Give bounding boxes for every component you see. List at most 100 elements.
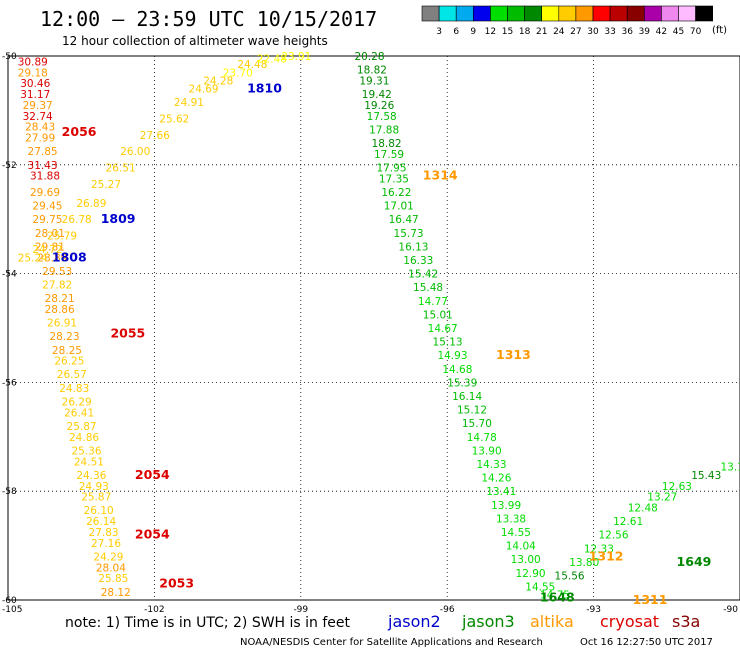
wave-height-point: 30.46 [20, 78, 50, 90]
wave-height-point: 14.78 [467, 432, 497, 444]
wave-height-point: 26.91 [47, 318, 77, 330]
colorbar-label: 12 [485, 27, 496, 37]
wave-height-point: 23.91 [281, 51, 311, 63]
pass-number-label: 1312 [589, 548, 624, 563]
wave-height-point: 25.87 [81, 492, 111, 504]
colorbar-swatch [558, 5, 577, 22]
wave-height-point: 13.27 [647, 492, 677, 504]
wave-height-point: 27.82 [42, 279, 72, 291]
colorbar-swatch [609, 5, 628, 22]
colorbar-swatch [507, 5, 525, 22]
axis-ticks: -105 -102 -99 -96 -93 -90 -50 -52 -54 -56 -58 -60 [2, 52, 738, 615]
wave-height-point: 13.41 [486, 486, 516, 498]
colorbar-swatch [541, 5, 560, 22]
wave-height-point: 24.83 [59, 383, 89, 395]
pass-number-label: 2053 [159, 576, 194, 591]
wave-height-point: 26.51 [106, 163, 136, 175]
wave-height-point: 19.42 [362, 89, 392, 101]
wave-height-point: 29.45 [32, 201, 62, 213]
colorbar-swatch [421, 5, 440, 22]
wave-height-point: 13.99 [491, 500, 521, 512]
wave-height-point: 15.56 [555, 571, 585, 583]
wave-height-point: 29.81 [35, 241, 65, 253]
colorbar-label: 30 [587, 27, 599, 37]
wave-height-point: 29.18 [18, 67, 48, 79]
pass-number-label: 2056 [62, 124, 97, 139]
wave-height-point: 28.89 [37, 252, 67, 264]
wave-height-point: 14.04 [506, 541, 536, 553]
wave-height-point: 27.16 [91, 538, 121, 550]
plot-frame [7, 55, 740, 601]
wave-height-point: 12.63 [662, 481, 692, 493]
wave-height-point: 15.70 [462, 418, 492, 430]
wave-height-point: 25.36 [71, 445, 101, 457]
y-tick-label: -50 [2, 52, 17, 62]
wave-height-point: 31.43 [28, 160, 58, 172]
colorbar-label: 3 [436, 27, 442, 37]
wave-height-point: 24.28 [203, 75, 233, 87]
colorbar-swatch [438, 5, 457, 22]
colorbar-label: 33 [604, 27, 615, 37]
colorbar-label: 70 [690, 27, 702, 37]
wave-height-point: 26.25 [54, 356, 84, 368]
wave-height-point: 14.55 [501, 527, 531, 539]
colorbar: 3 6 9 12 15 18 21 24 27 30 33 36 39 42 45 70 [421, 5, 713, 37]
wave-height-point: 14.93 [437, 350, 467, 362]
colorbar-label: 21 [536, 27, 547, 37]
wave-height-point: 16.33 [403, 255, 433, 267]
wave-height-point: 26.10 [84, 505, 114, 517]
wave-height-point: 16.47 [389, 214, 419, 226]
wave-height-point: 30.89 [18, 56, 48, 68]
chart-title: 12:00 — 23:59 UTC 10/15/2017 [40, 7, 377, 31]
wave-height-point: 29.37 [23, 100, 53, 112]
chart-subtitle: 12 hour collection of altimeter wave hei… [62, 34, 328, 48]
wave-height-point: 25.27 [91, 179, 121, 191]
wave-height-point: 14.33 [476, 459, 506, 471]
y-tick-label: -60 [2, 596, 17, 606]
colorbar-swatch [695, 5, 713, 22]
wave-height-point: 24.86 [69, 432, 99, 444]
wave-height-point: 18.82 [372, 138, 402, 150]
wave-height-point: 14.75 [540, 590, 570, 602]
colorbar-label: 15 [502, 27, 513, 37]
wave-height-point: 24.93 [79, 481, 109, 493]
pass-number-label: 2054 [135, 527, 170, 542]
wave-height-point: 25.87 [67, 421, 97, 433]
colorbar-label: 45 [673, 27, 684, 37]
x-tick-label: -93 [586, 605, 601, 615]
wave-height-point: 15.73 [394, 228, 424, 240]
wave-height-point: 28.86 [45, 304, 75, 316]
wave-height-point: 16.22 [381, 187, 411, 199]
colorbar-swatch [661, 5, 679, 22]
colorbar-swatch [490, 5, 508, 22]
wave-height-point: 17.35 [379, 173, 409, 185]
colorbar-label: 42 [656, 27, 667, 37]
wave-height-point: 29.69 [30, 187, 60, 199]
wave-height-point: 27.83 [89, 527, 119, 539]
pass-number-label: 1648 [540, 589, 575, 604]
colorbar-label: 6 [453, 27, 459, 37]
wave-height-point: 15.12 [457, 405, 487, 417]
x-tick-label: -90 [723, 605, 738, 615]
pass-number-label: 2055 [110, 325, 145, 340]
legend-s3a: s3a [672, 612, 700, 631]
wave-height-point: 19.26 [364, 100, 394, 112]
legend-altika: altika [530, 612, 574, 631]
colorbar-label: 18 [519, 27, 531, 37]
colorbar-label: 9 [470, 27, 476, 37]
wave-height-point: 24.48 [237, 59, 267, 71]
x-tick-label: -105 [2, 605, 22, 615]
wave-height-point: 28.43 [25, 122, 55, 134]
satellite-legend: jason2 jason3 altika cryosat s3a [387, 612, 700, 631]
wave-height-point: 28.01 [35, 228, 65, 240]
wave-height-point: 25.79 [47, 231, 77, 243]
wave-height-point: 32.74 [23, 111, 53, 123]
wave-height-point: 17.01 [384, 201, 414, 213]
y-tick-label: -54 [2, 270, 17, 280]
pass-number-label: 1313 [496, 347, 531, 362]
wave-height-point: 13.80 [569, 557, 599, 569]
wave-height-point: 12.48 [628, 503, 658, 515]
wave-height-point: 25.24 [18, 252, 48, 264]
wave-height-point: 24.72 [32, 244, 62, 256]
